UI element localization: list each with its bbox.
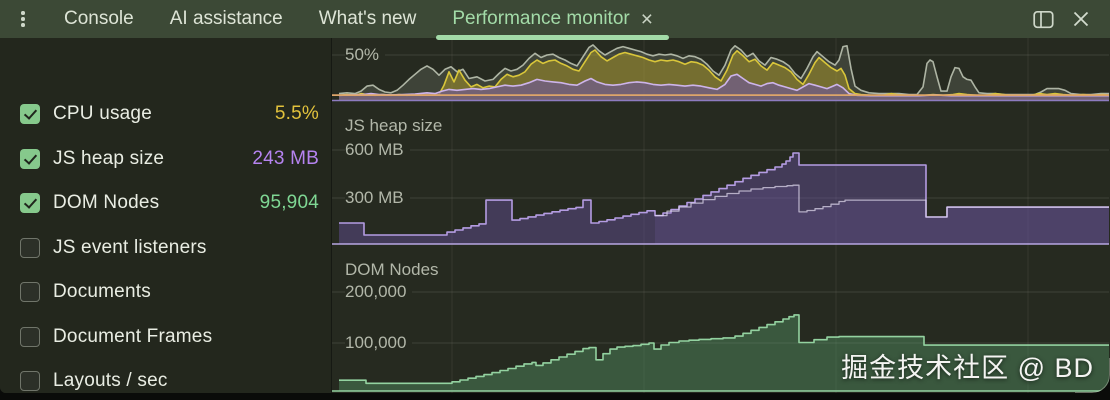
drawer-tab-bar: Console AI assistance What's new Performanc… (0, 0, 1110, 40)
tab-what-s-new[interactable]: What's new (301, 0, 435, 38)
metric-label: JS event listeners (53, 236, 207, 258)
metric-label: CPU usage (53, 103, 152, 125)
metric-checkbox[interactable] (20, 193, 40, 214)
dock-side-button[interactable] (1028, 4, 1058, 34)
tab-label: What's new (318, 8, 417, 29)
metric-checkbox[interactable] (20, 237, 40, 258)
close-drawer-button[interactable] (1066, 4, 1096, 34)
drawer-content: CPU usage 5.5% JS heap size 243 MB DOM Nodes… (0, 38, 1110, 393)
metric-label: JS heap size (53, 147, 165, 169)
metric-row-document-frames[interactable]: Document Frames (0, 315, 331, 360)
metric-checkbox[interactable] (20, 104, 40, 125)
metrics-sidebar: CPU usage 5.5% JS heap size 243 MB DOM Nodes… (0, 38, 332, 393)
metric-value: 243 MB (252, 147, 319, 169)
tab-performance-monitor[interactable]: Performance monitor × (434, 0, 671, 40)
metric-row-dom-nodes[interactable]: DOM Nodes 95,904 (0, 181, 331, 226)
metric-checkbox[interactable] (20, 326, 40, 347)
tab-strip: Console AI assistance What's new Performanc… (46, 0, 671, 40)
metric-checkbox[interactable] (20, 282, 40, 303)
tab-bar-actions (1028, 4, 1110, 34)
metric-row-documents[interactable]: Documents (0, 270, 331, 315)
tab-console[interactable]: Console (46, 0, 152, 38)
charts-canvas (332, 38, 1109, 393)
metric-value: 5.5% (274, 103, 319, 125)
metric-row-js-event-listeners[interactable]: JS event listeners (0, 226, 331, 271)
kebab-menu-icon (21, 17, 25, 21)
metric-label: Layouts / sec (53, 370, 168, 392)
metric-label: DOM Nodes (53, 192, 160, 214)
metric-value: 95,904 (259, 192, 319, 214)
tab-label: Performance monitor (452, 8, 630, 29)
metric-row-layouts-sec[interactable]: Layouts / sec (0, 359, 331, 393)
metric-checkbox[interactable] (20, 148, 40, 169)
metric-label: Documents (53, 281, 151, 303)
charts-pane: 50% JS heap size 600 MB 300 MB DOM Nodes 200,… (332, 38, 1110, 393)
metric-checkbox[interactable] (20, 371, 40, 392)
metric-row-js-heap-size[interactable]: JS heap size 243 MB (0, 137, 331, 182)
close-icon (1073, 11, 1089, 27)
tab-label: Console (64, 8, 134, 29)
tab-close-icon[interactable]: × (640, 7, 653, 31)
tab-label: AI assistance (169, 8, 283, 29)
split-panel-icon (1032, 10, 1054, 28)
more-tools-menu-button[interactable] (0, 0, 46, 38)
metric-label: Document Frames (53, 325, 213, 347)
metric-row-cpu-usage[interactable]: CPU usage 5.5% (0, 92, 331, 137)
tab-ai-assistance[interactable]: AI assistance (152, 0, 301, 38)
